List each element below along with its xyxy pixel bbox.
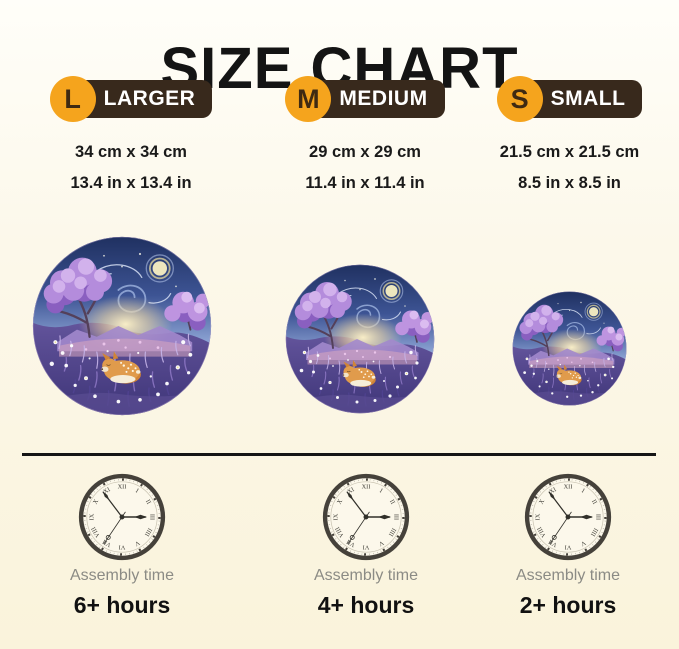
dimensions-cm: 34 cm x 34 cm bbox=[75, 143, 187, 161]
assembly-time-value: 4+ hours bbox=[317, 592, 415, 618]
size-letter-circle: S bbox=[496, 76, 543, 122]
assembly-time-value: 2+ hours bbox=[519, 592, 617, 618]
assembly-time-larger: Assembly time 6+ hours bbox=[12, 567, 232, 619]
assembly-time-medium: Assembly time 4+ hours bbox=[256, 567, 476, 619]
puzzle-image-small-icon bbox=[512, 291, 627, 406]
horizontal-divider bbox=[22, 453, 656, 456]
dimensions-cm: 21.5 cm x 21.5 cm bbox=[499, 143, 640, 161]
clock-icon bbox=[524, 473, 612, 561]
size-badge-small: S SMALL bbox=[496, 76, 643, 122]
assembly-time-small: Assembly time 2+ hours bbox=[458, 567, 678, 619]
size-letter-circle: M bbox=[285, 76, 332, 122]
size-badge-medium: M MEDIUM bbox=[285, 76, 445, 122]
clock-icon bbox=[322, 473, 410, 561]
assembly-time-label: Assembly time bbox=[515, 567, 621, 584]
size-letter-circle: L bbox=[49, 76, 96, 122]
assembly-time-value: 6+ hours bbox=[73, 592, 171, 618]
puzzle-image-medium-icon bbox=[285, 264, 435, 414]
assembly-time-label: Assembly time bbox=[69, 567, 175, 584]
clock-icon bbox=[78, 473, 166, 561]
assembly-time-label: Assembly time bbox=[313, 567, 419, 584]
dimensions-in: 8.5 in x 8.5 in bbox=[518, 174, 621, 192]
size-column-medium: M MEDIUM 29 cm x 29 cm 11.4 in x 11.4 in bbox=[252, 76, 478, 193]
dimensions-in: 11.4 in x 11.4 in bbox=[305, 174, 425, 192]
size-badge-larger: L LARGER bbox=[49, 76, 213, 122]
puzzle-image-large-icon bbox=[32, 236, 212, 416]
dimensions-in: 13.4 in x 13.4 in bbox=[70, 174, 192, 192]
size-column-small: S SMALL 21.5 cm x 21.5 cm 8.5 in x 8.5 i… bbox=[462, 76, 677, 193]
size-column-larger: L LARGER 34 cm x 34 cm 13.4 in x 13.4 in bbox=[10, 76, 252, 193]
dimensions-cm: 29 cm x 29 cm bbox=[309, 143, 421, 161]
